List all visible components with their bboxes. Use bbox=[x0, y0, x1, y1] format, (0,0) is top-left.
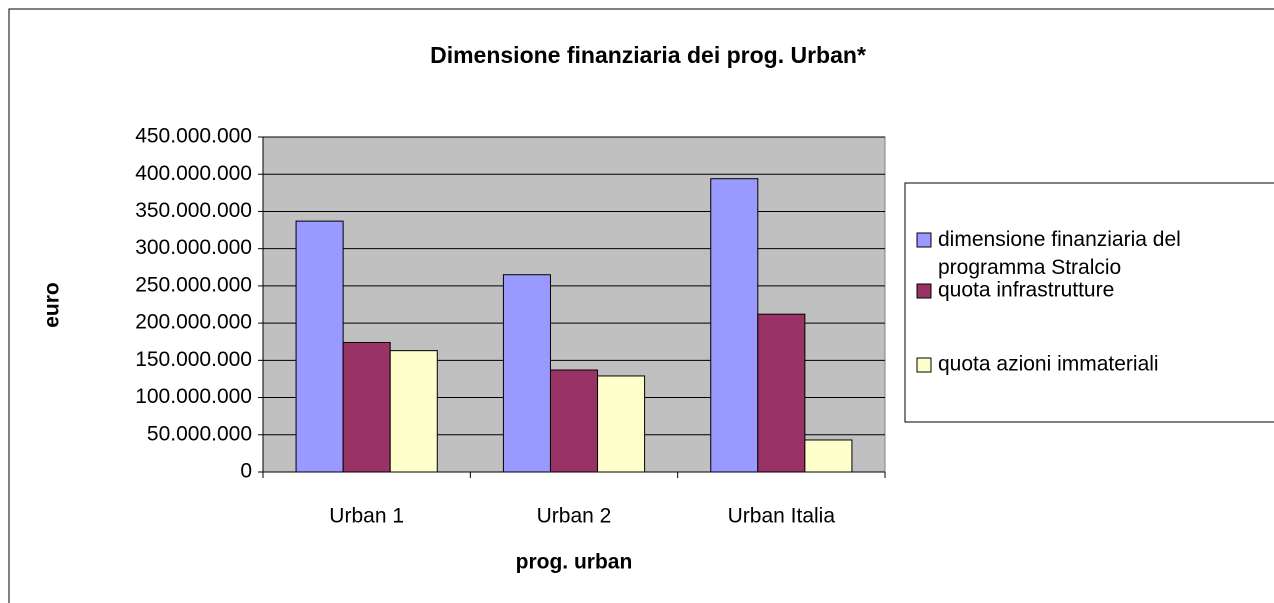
legend-label: quota azioni immateriali bbox=[938, 353, 1159, 376]
legend-swatch bbox=[916, 232, 932, 248]
legend-label: dimensione finanziaria del programma Stra… bbox=[938, 228, 1181, 279]
bar bbox=[295, 220, 344, 473]
y-tick-label: 50.000.000 bbox=[147, 422, 252, 445]
legend-swatch bbox=[916, 357, 932, 373]
y-tick-label: 150.000.000 bbox=[135, 348, 252, 371]
x-axis-label: prog. urban bbox=[516, 551, 633, 574]
y-axis-label: euro bbox=[41, 282, 64, 328]
bar bbox=[389, 350, 438, 473]
y-tick-label: 300.000.000 bbox=[135, 236, 252, 259]
bar bbox=[342, 341, 391, 473]
x-tick-label: Urban 2 bbox=[537, 505, 612, 528]
bar bbox=[804, 439, 853, 473]
y-tick-label: 250.000.000 bbox=[135, 273, 252, 296]
legend-box bbox=[904, 182, 1274, 423]
bar bbox=[549, 369, 599, 473]
chart-title: Dimensione finanziaria dei prog. Urban* bbox=[430, 42, 866, 68]
bar bbox=[597, 375, 646, 473]
legend-swatch bbox=[916, 283, 932, 299]
y-tick-label: 200.000.000 bbox=[135, 311, 252, 334]
bar bbox=[502, 274, 551, 473]
y-tick-label: 350.000.000 bbox=[135, 199, 252, 222]
y-tick-label: 400.000.000 bbox=[135, 162, 252, 185]
y-tick-label: 450.000.000 bbox=[135, 125, 252, 148]
legend-label: quota infrastrutture bbox=[938, 279, 1114, 302]
x-tick-label: Urban 1 bbox=[329, 505, 404, 528]
bar bbox=[710, 178, 759, 473]
y-tick-label: 0 bbox=[240, 460, 252, 483]
x-tick-label: Urban Italia bbox=[728, 505, 836, 528]
bar bbox=[757, 313, 806, 473]
y-tick-label: 100.000.000 bbox=[135, 385, 252, 408]
